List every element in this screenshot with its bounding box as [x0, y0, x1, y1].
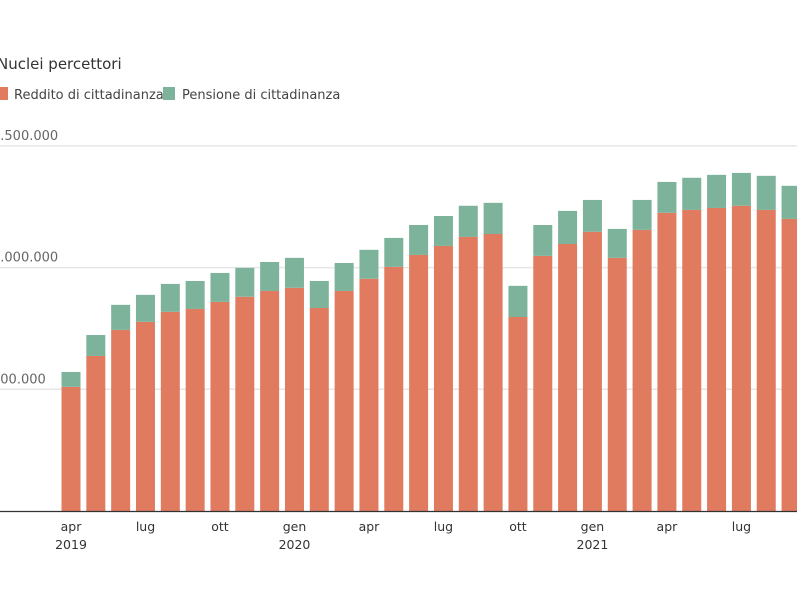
- bar-pensione-2019-09: [185, 280, 205, 309]
- x-tick-label: ott: [509, 519, 527, 534]
- x-tick-label: lug: [434, 519, 453, 534]
- bar-pensione-2020-02: [309, 280, 329, 309]
- bar-pensione-2019-11: [235, 267, 255, 297]
- bar-pensione-2021-06: [707, 174, 727, 208]
- bar-reddito-2020-06: [409, 254, 429, 511]
- y-tick-label: 500.000: [0, 372, 46, 387]
- legend-swatch-pensione: [163, 87, 175, 100]
- legend-label-reddito: Reddito di cittadinanza: [14, 88, 164, 103]
- x-tick-year: 2020: [279, 537, 311, 552]
- bar-reddito-2019-06: [111, 329, 131, 511]
- legend-swatch-reddito: [0, 87, 8, 100]
- bar-pensione-2020-07: [433, 215, 453, 246]
- x-tick-year: 2019: [55, 537, 87, 552]
- chart-title: Nuclei percettori: [0, 55, 122, 73]
- bar-reddito-2020-10: [508, 317, 528, 511]
- bar-reddito-2020-01: [284, 287, 304, 511]
- bar-pensione-2020-09: [483, 202, 503, 235]
- bar-reddito-2020-04: [359, 278, 379, 511]
- bar-pensione-2019-07: [135, 294, 155, 322]
- bar-reddito-2020-02: [309, 308, 329, 511]
- x-tick-label: apr: [61, 519, 83, 534]
- bar-pensione-2020-03: [334, 262, 354, 291]
- bar-reddito-2019-12: [260, 290, 280, 511]
- bar-reddito-2019-10: [210, 301, 230, 511]
- y-tick-label: 1.000.000: [0, 251, 58, 266]
- bar-reddito-2021-03: [632, 229, 652, 512]
- bar-reddito-2019-11: [235, 296, 255, 511]
- bar-pensione-2021-09: [781, 185, 797, 219]
- bar-pensione-2019-12: [260, 262, 280, 291]
- bar-reddito-2021-06: [707, 207, 727, 512]
- bar-reddito-2021-07: [731, 205, 751, 511]
- bar-reddito-2021-08: [756, 209, 776, 512]
- bar-pensione-2020-11: [533, 225, 553, 256]
- bar-reddito-2021-02: [607, 257, 627, 511]
- bar-reddito-2020-12: [558, 243, 578, 511]
- bar-pensione-2020-12: [558, 210, 578, 244]
- bar-pensione-2021-04: [657, 181, 677, 213]
- bar-pensione-2019-08: [160, 283, 180, 312]
- x-tick-label: gen: [581, 519, 605, 534]
- bar-reddito-2020-09: [483, 234, 503, 511]
- bar-pensione-2019-04: [61, 372, 81, 387]
- bar-reddito-2020-07: [433, 245, 453, 512]
- bar-pensione-2020-08: [458, 205, 478, 237]
- bar-pensione-2021-07: [731, 172, 751, 206]
- x-tick-label: gen: [283, 519, 307, 534]
- bar-pensione-2019-10: [210, 272, 230, 302]
- bar-pensione-2020-10: [508, 285, 528, 318]
- x-tick-label: ott: [211, 519, 229, 534]
- bar-pensione-2020-05: [384, 237, 404, 267]
- x-tick-label: apr: [657, 519, 679, 534]
- x-tick-label: lug: [136, 519, 155, 534]
- bar-pensione-2020-04: [359, 249, 379, 279]
- bar-reddito-2019-04: [61, 386, 81, 511]
- x-tick-year: 2021: [577, 537, 609, 552]
- bar-pensione-2020-01: [284, 257, 304, 288]
- bar-pensione-2021-03: [632, 199, 652, 230]
- bar-reddito-2019-08: [160, 311, 180, 511]
- bar-pensione-2019-05: [86, 335, 106, 356]
- bar-reddito-2021-09: [781, 218, 797, 512]
- x-tick-label: lug: [732, 519, 751, 534]
- bar-pensione-2019-06: [111, 304, 131, 330]
- bar-reddito-2020-05: [384, 266, 404, 511]
- bar-reddito-2021-04: [657, 212, 677, 511]
- bar-reddito-2020-03: [334, 290, 354, 511]
- legend: Reddito di cittadinanza Pensione di citt…: [0, 87, 340, 103]
- bar-pensione-2021-01: [582, 199, 602, 232]
- bar-reddito-2019-09: [185, 308, 205, 511]
- bar-pensione-2020-06: [409, 225, 429, 255]
- legend-label-pensione: Pensione di cittadinanza: [182, 88, 340, 103]
- bar-reddito-2021-01: [582, 231, 602, 512]
- bar-pensione-2021-08: [756, 175, 776, 210]
- bar-reddito-2019-05: [86, 355, 106, 511]
- bar-reddito-2020-11: [533, 255, 553, 511]
- bar-pensione-2021-02: [607, 228, 627, 258]
- bar-reddito-2021-05: [682, 209, 702, 512]
- bar-reddito-2019-07: [135, 321, 155, 511]
- bar-reddito-2020-08: [458, 236, 478, 512]
- bar-pensione-2021-05: [682, 177, 702, 210]
- y-tick-label: 1.500.000: [0, 129, 58, 144]
- x-tick-label: apr: [359, 519, 381, 534]
